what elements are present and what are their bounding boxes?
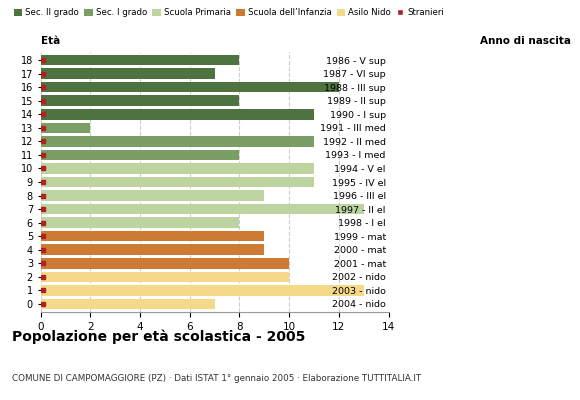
Bar	[41, 217, 240, 228]
Bar	[41, 204, 364, 214]
Bar	[41, 109, 314, 120]
Bar	[41, 96, 240, 106]
Bar	[41, 272, 289, 282]
Bar	[41, 55, 240, 66]
Bar	[41, 122, 90, 133]
Bar	[41, 68, 215, 79]
Bar	[41, 177, 314, 187]
Bar	[41, 136, 314, 147]
Bar	[41, 150, 240, 160]
Bar	[41, 244, 264, 255]
Bar	[41, 258, 289, 268]
Text: COMUNE DI CAMPOMAGGIORE (PZ) · Dati ISTAT 1° gennaio 2005 · Elaborazione TUTTITA: COMUNE DI CAMPOMAGGIORE (PZ) · Dati ISTA…	[12, 374, 421, 383]
Bar	[41, 163, 314, 174]
Legend: Sec. II grado, Sec. I grado, Scuola Primaria, Scuola dell’Infanzia, Asilo Nido, : Sec. II grado, Sec. I grado, Scuola Prim…	[13, 8, 444, 17]
Bar	[41, 285, 364, 296]
Text: Età: Età	[41, 36, 60, 46]
Text: Popolazione per età scolastica - 2005: Popolazione per età scolastica - 2005	[12, 330, 305, 344]
Bar	[41, 298, 215, 309]
Bar	[41, 231, 264, 242]
Bar	[41, 82, 339, 92]
Bar	[41, 190, 264, 201]
Text: Anno di nascita: Anno di nascita	[480, 36, 571, 46]
